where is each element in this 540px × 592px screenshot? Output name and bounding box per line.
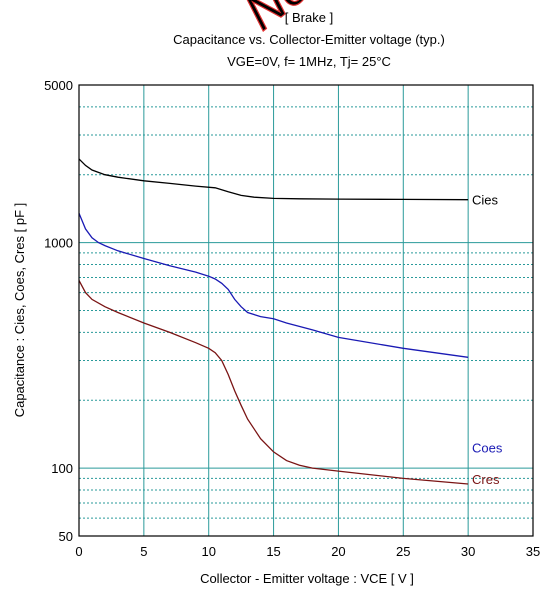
x-tick-label: 15 bbox=[266, 544, 280, 559]
series-line-cres bbox=[78, 280, 469, 485]
series-labels: Cies Coes Cres bbox=[472, 193, 503, 487]
x-tick-label: 20 bbox=[331, 544, 345, 559]
x-tick-label: 10 bbox=[201, 544, 215, 559]
x-tick-label: 25 bbox=[396, 544, 410, 559]
tick-labels: 0 5 10 15 20 25 30 35 50 100 1000 5000 bbox=[44, 78, 540, 559]
y-tick-label: 100 bbox=[51, 461, 73, 476]
y-tick-label: 5000 bbox=[44, 78, 73, 93]
series-lines bbox=[78, 158, 469, 485]
series-line-cies bbox=[78, 158, 469, 201]
series-label-cies: Cies bbox=[472, 193, 499, 208]
y-tick-label: 50 bbox=[59, 529, 73, 544]
chart-subtitle: Capacitance vs. Collector-Emitter voltag… bbox=[173, 32, 445, 47]
plot-frame bbox=[78, 84, 534, 537]
x-tick-label: 5 bbox=[140, 544, 147, 559]
chart-title: [ Brake ] bbox=[285, 10, 333, 25]
y-axis-label: Capacitance : Cies, Coes, Cres [ pF ] bbox=[12, 203, 27, 418]
x-tick-label: 35 bbox=[526, 544, 540, 559]
x-tick-label: 30 bbox=[461, 544, 475, 559]
grid-lines bbox=[79, 85, 533, 536]
y-tick-label: 1000 bbox=[44, 236, 73, 251]
chart-conditions: VGE=0V, f= 1MHz, Tj= 25°C bbox=[227, 54, 391, 69]
x-tick-label: 0 bbox=[75, 544, 82, 559]
series-label-cres: Cres bbox=[472, 472, 500, 487]
series-line-coes bbox=[78, 212, 469, 358]
series-label-coes: Coes bbox=[472, 440, 503, 455]
x-axis-label: Collector - Emitter voltage : VCE [ V ] bbox=[200, 571, 414, 586]
